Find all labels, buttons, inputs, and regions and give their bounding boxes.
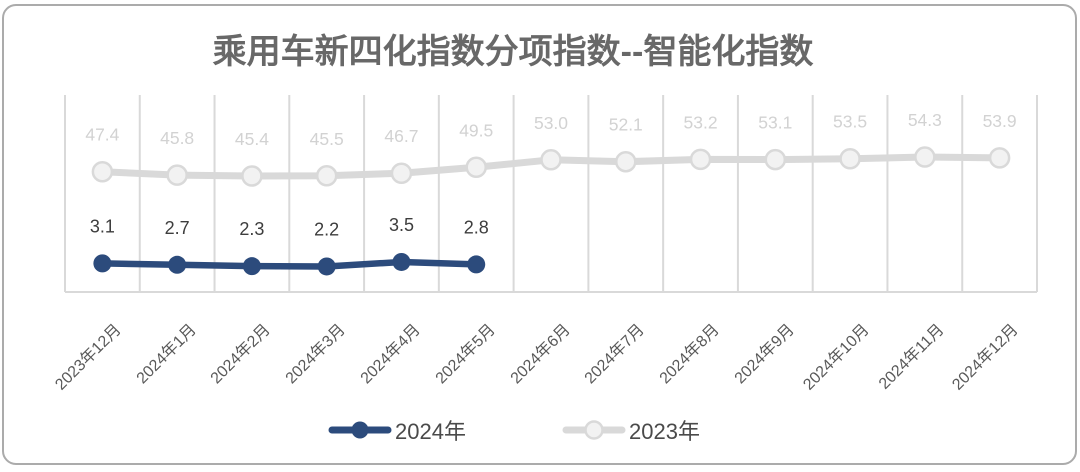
data-point-2023年 <box>988 147 1011 169</box>
data-label-2023年: 53.5 <box>833 112 867 132</box>
data-label-2023年: 45.8 <box>160 128 194 148</box>
data-point-2023年 <box>540 149 562 171</box>
legend-item-2024年: 2024年 <box>328 414 466 446</box>
data-label-2024年: 2.3 <box>239 219 264 239</box>
data-point-2024年 <box>392 252 411 271</box>
data-point-2023年 <box>465 156 487 179</box>
legend-item-2023年: 2023年 <box>562 414 700 446</box>
data-label-2023年: 47.4 <box>85 125 119 145</box>
data-point-2023年 <box>764 148 787 171</box>
data-point-2023年 <box>315 165 338 187</box>
data-label-2024年: 2.8 <box>464 217 489 237</box>
data-point-2023年 <box>615 150 637 173</box>
data-label-2023年: 54.3 <box>908 110 942 130</box>
data-label-2023年: 52.1 <box>609 115 643 135</box>
data-point-2023年 <box>689 148 712 171</box>
data-label-2023年: 53.0 <box>534 113 568 133</box>
legend-label: 2023年 <box>629 419 700 444</box>
series-line-2024年 <box>99 258 480 270</box>
legend-marker-icon <box>328 421 392 439</box>
data-point-2024年 <box>93 254 112 273</box>
data-label-2024年: 3.5 <box>389 215 414 235</box>
data-point-2023年 <box>914 146 936 168</box>
data-point-2024年 <box>467 255 486 274</box>
data-label-2024年: 3.1 <box>90 216 115 236</box>
data-label-2023年: 53.2 <box>684 112 718 132</box>
data-label-2023年: 53.1 <box>758 113 792 133</box>
data-label-2023年: 53.9 <box>983 111 1017 131</box>
data-label-2023年: 49.5 <box>459 120 493 140</box>
data-point-2023年 <box>166 164 188 186</box>
data-label-2023年: 46.7 <box>384 126 418 146</box>
data-label-2024年: 2.7 <box>165 218 190 238</box>
data-point-2023年 <box>839 147 861 170</box>
data-point-2023年 <box>241 165 263 187</box>
legend: 2024年 2023年 <box>0 414 1054 446</box>
legend-label: 2024年 <box>395 419 466 444</box>
data-label-2024年: 2.2 <box>314 219 339 239</box>
data-point-2023年 <box>390 162 413 184</box>
chart-title: 乘用车新四化指数分项指数--智能化指数 <box>212 33 814 71</box>
data-point-2024年 <box>242 257 261 276</box>
data-point-2023年 <box>91 160 114 183</box>
data-point-2024年 <box>168 255 187 274</box>
data-label-2023年: 45.4 <box>235 129 269 149</box>
legend-marker-icon <box>562 420 626 440</box>
data-label-2023年: 45.5 <box>310 129 344 149</box>
data-point-2024年 <box>317 257 336 276</box>
